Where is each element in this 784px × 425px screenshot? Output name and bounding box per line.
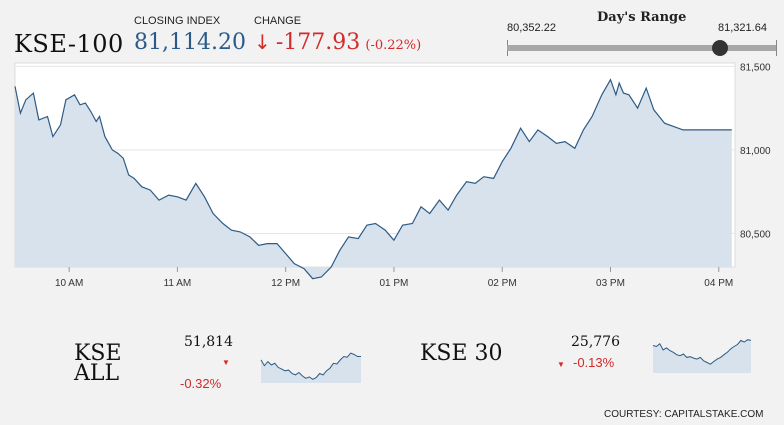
kse-30-down-icon: ▼ [557,360,565,369]
sparkline-line [260,352,361,380]
x-tick-label: 12 PM [271,278,300,289]
index-name: KSE-100 [14,30,124,58]
y-tick-label: 81,500 [740,62,771,73]
y-tick-label: 81,000 [740,146,771,157]
closing-index-label: CLOSING INDEX [134,15,221,27]
x-tick-label: 10 AM [55,278,83,289]
price-area [15,79,732,279]
sparkline-area [653,339,751,373]
kse-30-name: KSE 30 [420,341,503,366]
days-range-low: 80,352.22 [507,22,556,34]
y-axis-labels: 81,500 81,000 80,500 [740,62,771,240]
kse-all-down-icon: ▼ [222,358,230,367]
kse-30-change: -0.13% [573,355,615,370]
change-value: -177.93 [275,30,361,55]
courtesy-credit: COURTESY: CAPITALSTAKE.COM [604,409,764,420]
x-axis-labels: 10 AM 11 AM 12 PM 01 PM 02 PM 03 PM 04 PM [55,267,733,289]
days-range-title: Day's Range [597,10,687,25]
days-range-track [507,45,777,51]
sparkline-line [652,339,752,365]
down-arrow-icon: ↓ [254,30,271,54]
change-percent: (-0.22%) [365,38,422,53]
x-tick-label: 04 PM [704,278,733,289]
kse-all-name-line1: KSE [74,341,122,366]
kse-all-name-line2: ALL [74,361,120,386]
x-tick-label: 03 PM [596,278,625,289]
days-range-marker [712,40,729,56]
kse-30-name-line1: KSE 30 [420,341,503,366]
x-tick-label: 02 PM [488,278,517,289]
price-line [14,78,732,280]
kse-30-value: 25,776 [571,334,620,350]
closing-index-value: 81,114.20 [134,30,246,55]
change-label: CHANGE [254,15,302,27]
kse-all-change: -0.32% [180,376,222,391]
change-block: ↓ -177.93 (-0.22%) [254,30,421,55]
kse-all-name: KSE ALL [74,341,122,386]
intraday-chart: 81,500 81,000 80,500 10 AM 11 AM 12 PM 01 PM 0… [14,62,771,289]
days-range-right-tick [776,40,777,56]
kse-all-sparkline [260,352,361,383]
sparkline-area [261,353,361,383]
x-tick-label: 01 PM [379,278,408,289]
kse-all-value: 51,814 [184,334,233,350]
y-tick-label: 80,500 [740,230,771,241]
kse-30-sparkline [652,339,752,373]
days-range-high: 81,321.64 [718,22,767,34]
x-tick-label: 11 AM [164,278,192,289]
